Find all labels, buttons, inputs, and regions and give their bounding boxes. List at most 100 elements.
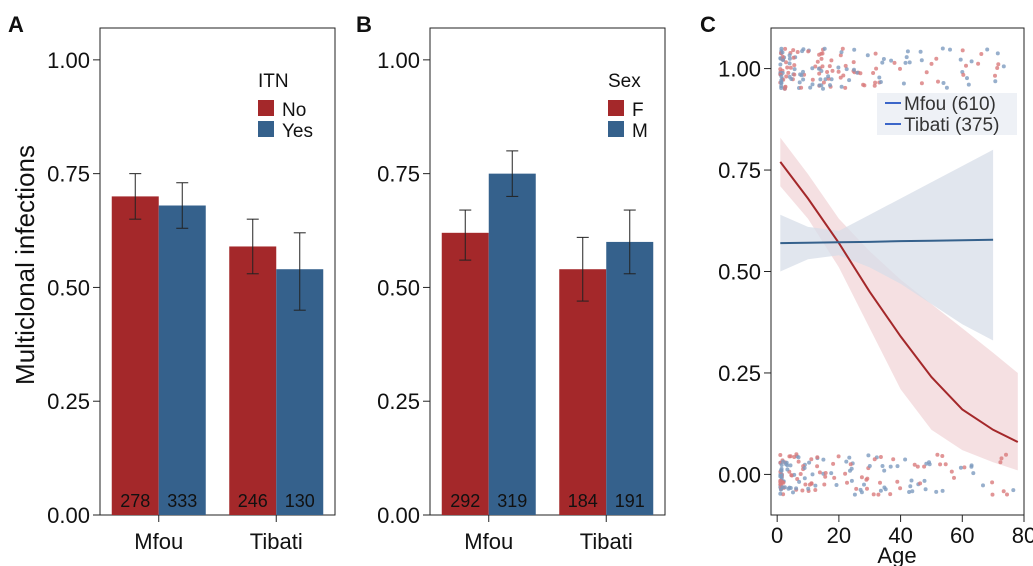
jitter-point (915, 464, 920, 469)
jitter-point (778, 67, 783, 72)
panel-a-legend: ITN No Yes (258, 71, 313, 142)
jitter-point (801, 77, 806, 82)
jitter-point (806, 486, 811, 491)
jitter-point (779, 84, 784, 89)
jitter-point (801, 47, 806, 52)
jitter-point (836, 65, 841, 70)
jitter-point (822, 482, 827, 487)
jitter-point (969, 59, 974, 64)
jitter-point (882, 468, 887, 473)
jitter-point (995, 66, 1000, 70)
jitter-point (922, 464, 927, 469)
jitter-point (778, 62, 783, 67)
jitter-point (901, 81, 906, 86)
jitter-point (872, 457, 877, 462)
panel-c-legend: Mfou (610) Tibati (375) (877, 93, 1017, 136)
legend-a-swatch-0 (258, 100, 274, 116)
jitter-point (922, 478, 927, 483)
jitter-point (819, 51, 824, 56)
jitter-point (849, 466, 854, 471)
jitter-point (787, 61, 792, 66)
jitter-point (1011, 488, 1016, 493)
jitter-point (799, 73, 804, 78)
jitter-point (892, 60, 897, 65)
panel-a-bar (158, 205, 206, 515)
jitter-point (778, 478, 783, 483)
jitter-point (898, 66, 902, 71)
jitter-point (965, 76, 969, 81)
panel-c-xtick-label: 80 (1012, 523, 1033, 548)
panel-a-ytick-label: 0.50 (47, 275, 90, 300)
jitter-point (787, 56, 792, 61)
jitter-point (818, 77, 823, 82)
jitter-point (862, 482, 866, 487)
jitter-point (784, 60, 788, 65)
panel-c-plot: 0.00 0.25 0.50 0.75 1.00 0 20 40 60 80 (718, 46, 1033, 548)
jitter-point (952, 475, 956, 480)
jitter-point (796, 455, 801, 460)
legend-b-label-1: M (632, 121, 648, 142)
jitter-point (815, 464, 820, 469)
jitter-point (810, 66, 815, 71)
jitter-point (866, 453, 871, 458)
jitter-point (993, 73, 997, 78)
jitter-point (924, 70, 929, 75)
panel-c-xtick-label: 60 (950, 523, 974, 548)
jitter-point (785, 65, 790, 70)
jitter-point (871, 71, 876, 75)
jitter-point (843, 63, 848, 68)
jitter-point (781, 480, 786, 485)
panel-c-ytick-label: 0.50 (718, 260, 761, 285)
jitter-point (918, 481, 923, 486)
jitter-point (791, 55, 796, 60)
jitter-point (839, 84, 844, 89)
jitter-point (940, 488, 945, 493)
jitter-point (843, 471, 848, 476)
jitter-point (938, 462, 943, 467)
jitter-point (880, 60, 885, 65)
jitter-point (895, 464, 900, 469)
panel-b-plot: 0.00 0.25 0.50 0.75 1.00 Mfou 292 319 Tibati 184 1… (377, 48, 654, 554)
jitter-point (904, 55, 909, 60)
jitter-point (935, 452, 940, 457)
jitter-point (791, 490, 795, 495)
jitter-point (876, 492, 881, 497)
jitter-point (831, 461, 836, 466)
jitter-point (1001, 64, 1006, 69)
jitter-point (844, 459, 849, 464)
jitter-point (940, 46, 945, 51)
panel-b-ytick-label: 0.00 (377, 503, 420, 528)
jitter-point (905, 49, 910, 54)
jitter-point (786, 486, 791, 491)
legend-a-title: ITN (258, 71, 289, 92)
panel-a-bar (229, 246, 277, 515)
jitter-point (861, 82, 866, 87)
jitter-point (779, 46, 784, 51)
jitter-point (990, 480, 995, 485)
jitter-point (785, 467, 790, 472)
jitter-point (809, 457, 814, 462)
jitter-point (789, 473, 794, 478)
panel-b-ytick-label: 1.00 (377, 48, 420, 73)
jitter-point (855, 70, 860, 75)
jitter-point (792, 472, 797, 477)
jitter-point (802, 476, 807, 481)
jitter-point (969, 463, 974, 468)
jitter-point (907, 490, 912, 494)
jitter-point (817, 83, 822, 88)
jitter-point (821, 457, 826, 462)
jitter-point (872, 83, 877, 88)
jitter-point (878, 480, 882, 485)
jitter-point (797, 479, 802, 484)
jitter-point (792, 72, 797, 77)
jitter-point (836, 454, 841, 459)
panel-b-label: B (356, 12, 372, 37)
jitter-point (792, 67, 797, 72)
jitter-point (810, 472, 815, 477)
panel-a-ytick-label: 1.00 (47, 48, 90, 73)
panel-c-xtick-label: 0 (771, 523, 783, 548)
jitter-point (852, 47, 857, 52)
jitter-point (966, 82, 971, 87)
jitter-point (847, 78, 852, 83)
jitter-point (847, 455, 852, 460)
